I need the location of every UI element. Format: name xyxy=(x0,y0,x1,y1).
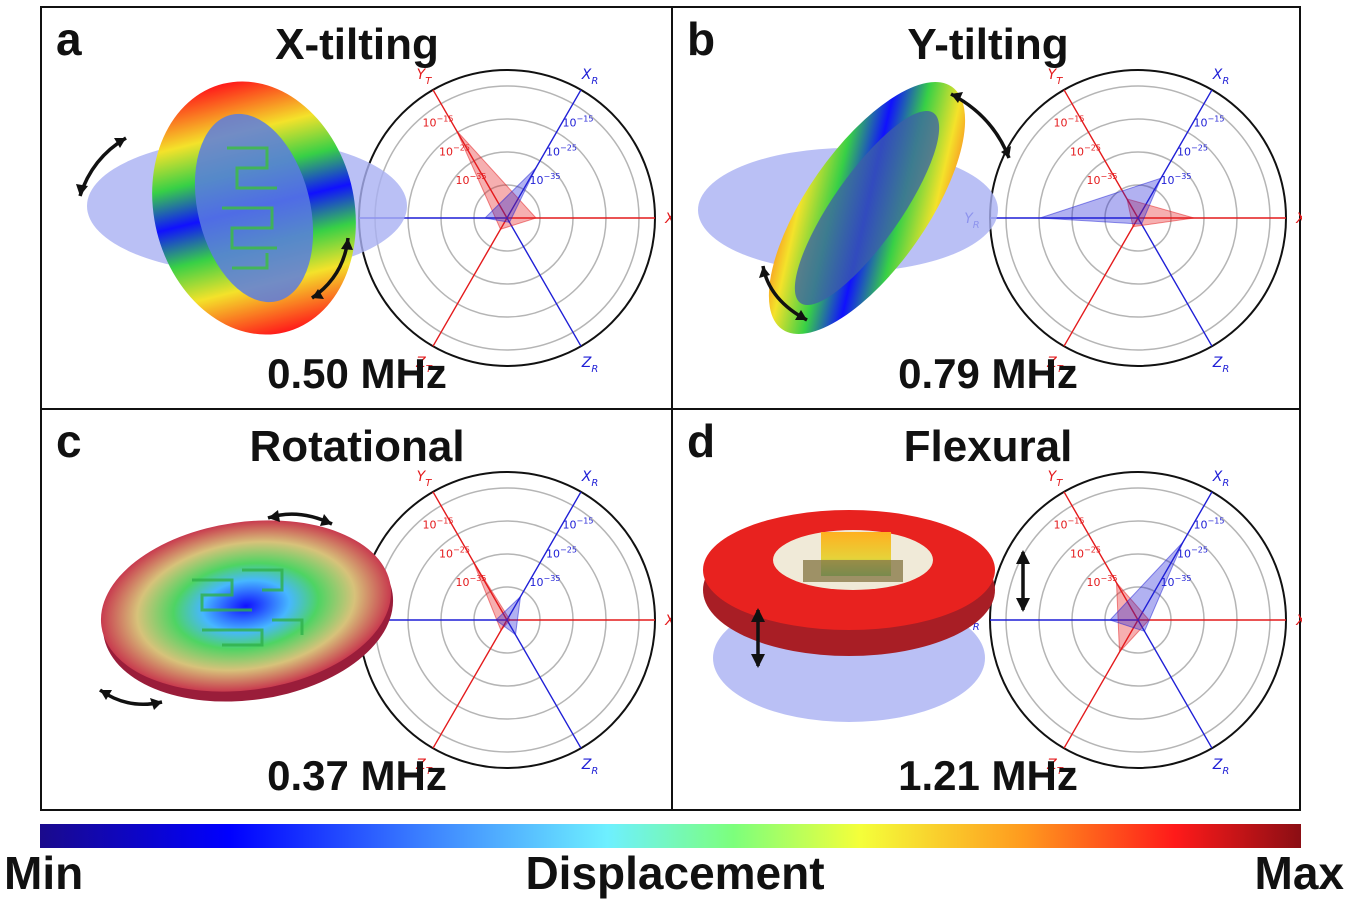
radar-spoke xyxy=(1137,89,1213,219)
radar-spoke xyxy=(1137,619,1213,749)
panel-frequency: 0.79 MHz xyxy=(898,350,1078,397)
translation-triangle xyxy=(472,560,511,632)
radar-spoke xyxy=(432,491,508,621)
panel-a: XTYTZTXRYRZR10−1510−1510−2510−2510−3510−… xyxy=(42,8,682,408)
colorbar-min-label: Min xyxy=(4,847,84,899)
panel-label: a xyxy=(56,13,82,65)
radar-spoke xyxy=(1063,619,1139,749)
panel-title: Rotational xyxy=(249,422,465,471)
mesh-pattern xyxy=(192,568,304,647)
panel-d-art xyxy=(703,510,1030,722)
panel-c-art xyxy=(98,510,394,710)
radar-spoke xyxy=(506,619,582,749)
translation-triangle xyxy=(456,130,537,230)
radar-spoke xyxy=(1137,217,1213,347)
panel-label: b xyxy=(687,13,716,65)
radar-spoke xyxy=(506,491,582,621)
panel-label: c xyxy=(56,415,82,467)
radar-spoke xyxy=(506,89,582,219)
mesh-pattern xyxy=(222,146,277,270)
panel-divider-horizontal xyxy=(42,408,1299,410)
radar-spoke xyxy=(432,89,508,219)
panel-title: X-tilting xyxy=(275,20,439,69)
radar-spoke xyxy=(1063,89,1139,219)
panel-frequency: 1.21 MHz xyxy=(898,752,1078,799)
translation-triangle xyxy=(1115,581,1150,654)
panel-b-art xyxy=(698,81,1011,335)
panel-d: XTYTZTXRYRZR10−1510−1510−2510−2510−3510−… xyxy=(673,410,1313,810)
panel-title: Flexural xyxy=(903,422,1073,471)
panel-title: Y-tilting xyxy=(907,20,1069,69)
panel-frequency: 0.50 MHz xyxy=(267,350,447,397)
colorbar-max-label: Max xyxy=(1254,847,1344,899)
colorbar-title: Displacement xyxy=(525,847,825,899)
panel-c: XTYTZTXRYRZR10−1510−1510−2510−2510−3510−… xyxy=(42,410,682,810)
radar-spoke xyxy=(432,619,508,749)
rotation-triangle xyxy=(1039,177,1162,225)
center-bulge xyxy=(803,532,903,582)
rotation-triangle xyxy=(483,167,537,223)
figure-grid: XTYTZTXRYRZR10−1510−1510−2510−2510−3510−… xyxy=(40,6,1313,811)
panel-a-art xyxy=(76,81,407,335)
inner-mesh xyxy=(794,110,940,306)
radar-spoke xyxy=(1063,217,1139,347)
rotation-triangle xyxy=(1109,541,1184,632)
panel-b: XTYTZTXRYRZR10−1510−1510−2510−2510−3510−… xyxy=(673,8,1313,408)
radar-spoke xyxy=(1137,491,1213,621)
panel-label: d xyxy=(687,415,716,467)
radar-spoke xyxy=(1063,491,1139,621)
displacement-colorbar xyxy=(40,824,1301,848)
radar-spoke xyxy=(506,217,582,347)
panel-frequency: 0.37 MHz xyxy=(267,752,447,799)
rotation-triangle xyxy=(495,595,522,636)
rotating-disk xyxy=(100,520,392,692)
radar-spoke xyxy=(432,217,508,347)
